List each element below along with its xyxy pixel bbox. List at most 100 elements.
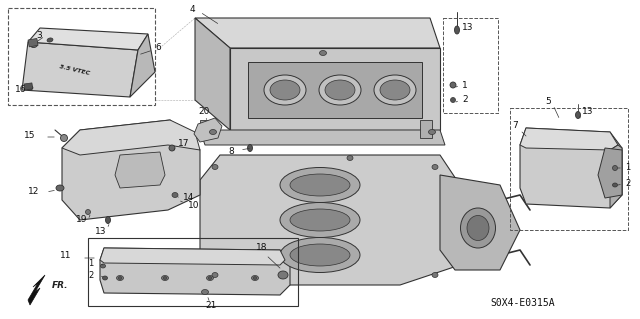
Bar — [420, 120, 432, 138]
Text: 20: 20 — [198, 108, 209, 116]
Ellipse shape — [612, 166, 618, 170]
Ellipse shape — [280, 203, 360, 238]
Bar — [24, 83, 33, 90]
Ellipse shape — [106, 217, 111, 224]
Text: FR.: FR. — [52, 280, 68, 290]
Ellipse shape — [208, 277, 212, 279]
Polygon shape — [598, 148, 622, 198]
Text: 6: 6 — [155, 43, 161, 53]
Ellipse shape — [31, 42, 38, 48]
Ellipse shape — [278, 271, 288, 279]
Ellipse shape — [612, 183, 618, 187]
Ellipse shape — [270, 80, 300, 100]
Polygon shape — [22, 42, 138, 97]
Ellipse shape — [290, 174, 350, 196]
Ellipse shape — [100, 264, 106, 268]
Ellipse shape — [461, 208, 495, 248]
Ellipse shape — [253, 277, 257, 279]
Text: 11: 11 — [60, 250, 72, 259]
Text: 21: 21 — [205, 300, 216, 309]
Ellipse shape — [319, 75, 361, 105]
Ellipse shape — [467, 216, 489, 241]
Text: 4: 4 — [190, 5, 196, 14]
Text: 18: 18 — [256, 243, 268, 253]
Polygon shape — [248, 62, 422, 118]
Bar — [8, 8, 155, 105]
Bar — [510, 108, 628, 230]
Polygon shape — [62, 120, 200, 155]
Text: 1: 1 — [625, 162, 630, 172]
Text: 16: 16 — [15, 85, 26, 94]
Text: 13: 13 — [462, 24, 474, 33]
Polygon shape — [100, 248, 290, 295]
Ellipse shape — [27, 86, 33, 90]
Ellipse shape — [575, 112, 580, 118]
Ellipse shape — [47, 38, 53, 42]
Text: 7: 7 — [512, 121, 518, 130]
Text: 2: 2 — [625, 180, 630, 189]
Text: 19: 19 — [76, 216, 88, 225]
Text: 15: 15 — [24, 131, 35, 140]
Ellipse shape — [319, 50, 326, 56]
Ellipse shape — [209, 130, 216, 135]
Text: 17: 17 — [178, 138, 189, 147]
Polygon shape — [115, 152, 165, 188]
Text: 1: 1 — [462, 80, 468, 90]
Text: 10: 10 — [188, 201, 200, 210]
Ellipse shape — [280, 167, 360, 203]
Polygon shape — [100, 248, 285, 265]
Bar — [200, 120, 212, 138]
Ellipse shape — [429, 130, 435, 135]
Ellipse shape — [347, 155, 353, 160]
Ellipse shape — [248, 145, 253, 152]
Bar — [443, 18, 498, 113]
Polygon shape — [610, 145, 622, 208]
Ellipse shape — [252, 276, 259, 280]
Text: 2: 2 — [462, 95, 468, 105]
Ellipse shape — [163, 277, 167, 279]
Text: 8: 8 — [228, 147, 234, 157]
Ellipse shape — [172, 192, 178, 197]
Ellipse shape — [454, 26, 460, 34]
Ellipse shape — [432, 272, 438, 278]
Polygon shape — [28, 275, 45, 305]
Ellipse shape — [280, 238, 360, 272]
Ellipse shape — [86, 210, 90, 214]
Text: S0X4-E0315A: S0X4-E0315A — [490, 298, 555, 308]
Polygon shape — [130, 34, 155, 97]
Text: 13: 13 — [95, 227, 106, 236]
Polygon shape — [440, 175, 520, 270]
Ellipse shape — [374, 75, 416, 105]
Ellipse shape — [451, 98, 456, 102]
Text: 2: 2 — [88, 271, 93, 279]
Ellipse shape — [450, 82, 456, 88]
Text: 14: 14 — [183, 194, 195, 203]
Ellipse shape — [102, 276, 108, 280]
Text: 3: 3 — [36, 32, 42, 41]
Polygon shape — [520, 128, 622, 208]
Text: 1: 1 — [88, 258, 93, 268]
Polygon shape — [230, 48, 440, 130]
Ellipse shape — [56, 185, 64, 191]
Bar — [28, 38, 38, 47]
Ellipse shape — [264, 75, 306, 105]
Ellipse shape — [212, 165, 218, 169]
Ellipse shape — [380, 80, 410, 100]
Polygon shape — [194, 118, 222, 142]
Polygon shape — [520, 128, 618, 150]
Text: 5: 5 — [545, 98, 551, 107]
Ellipse shape — [325, 80, 355, 100]
Polygon shape — [200, 155, 460, 285]
Text: 13: 13 — [582, 108, 593, 116]
Ellipse shape — [290, 209, 350, 231]
Text: 3.5 VTEC: 3.5 VTEC — [60, 64, 91, 76]
Ellipse shape — [116, 276, 124, 280]
Polygon shape — [195, 18, 230, 130]
Polygon shape — [200, 130, 445, 145]
Text: 12: 12 — [28, 188, 40, 197]
Ellipse shape — [169, 145, 175, 151]
Ellipse shape — [212, 272, 218, 278]
Ellipse shape — [290, 244, 350, 266]
Polygon shape — [62, 120, 200, 220]
Ellipse shape — [118, 277, 122, 279]
